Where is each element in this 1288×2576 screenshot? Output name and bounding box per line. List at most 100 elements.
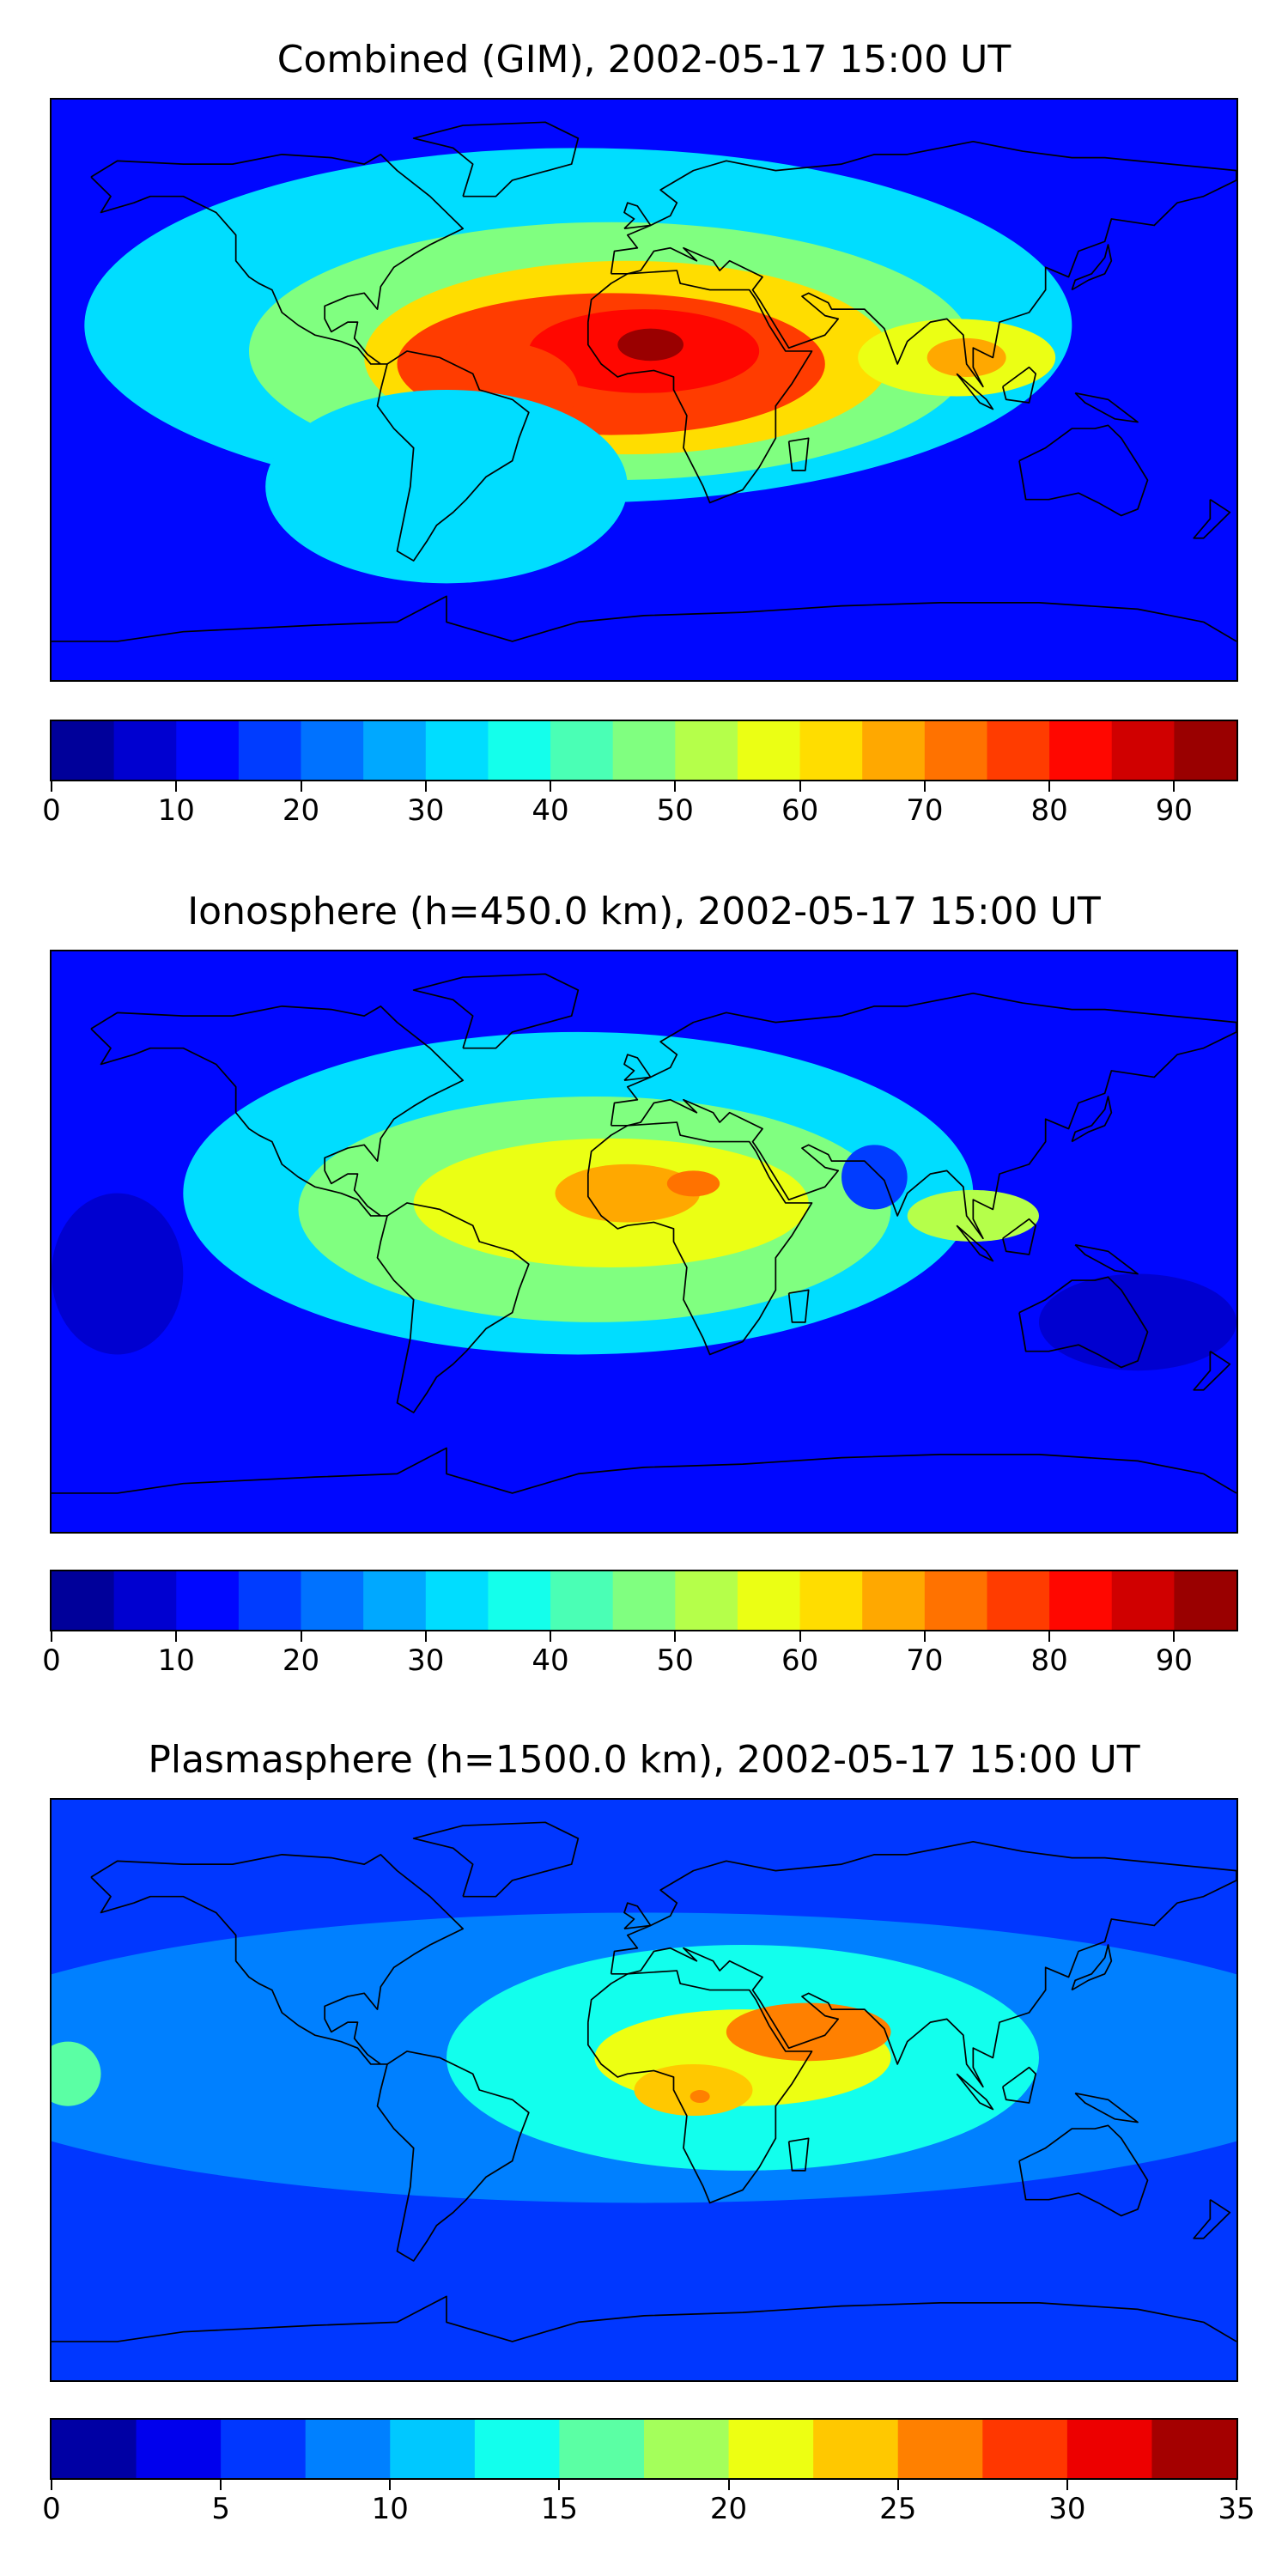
colorbar-tick <box>1173 781 1176 792</box>
colorbar-bin-1 <box>52 721 115 780</box>
colorbar-tick-label: 30 <box>407 1643 445 1678</box>
colorbar-bin-16 <box>987 1571 1050 1630</box>
coastline-8 <box>1071 1096 1113 1143</box>
coastline-4 <box>586 270 813 504</box>
colorbar-tick <box>799 781 801 792</box>
colorbar-bin-6 <box>363 721 427 780</box>
contour-region-9 <box>1039 1273 1236 1371</box>
colorbar-tick-label: 0 <box>42 2492 61 2526</box>
colorbar-tick-label: 35 <box>1218 2492 1255 2526</box>
coastline-11 <box>956 1224 994 1262</box>
colorbar-tick-label: 40 <box>532 1643 569 1678</box>
colorbar-tick-label: 10 <box>371 2492 409 2526</box>
colorbar-tick <box>389 2480 392 2490</box>
colorbar-tick-label: 80 <box>1030 793 1068 828</box>
colorbar-tick-label: 70 <box>906 793 944 828</box>
colorbar-bin-13 <box>799 721 863 780</box>
colorbar-tick <box>424 1631 427 1642</box>
colorbar-tick <box>175 781 178 792</box>
colorbar-tick <box>220 2480 222 2490</box>
panel-3-colorbar <box>50 2418 1238 2480</box>
colorbar-bin-2 <box>113 1571 177 1630</box>
colorbar-tick-label: 80 <box>1030 1643 1068 1678</box>
colorbar-tick <box>727 2480 730 2490</box>
panel-3-colorbar-ticks: 0 5 10 15 20 25 30 35 <box>42 2480 1255 2531</box>
coastline-3 <box>376 2050 530 2262</box>
coastline-12 <box>1074 1243 1139 1275</box>
colorbar-tick <box>1236 2480 1237 2490</box>
colorbar-bin-9 <box>550 1571 614 1630</box>
panel-2-title: Ionosphere (h=450.0 km), 2002-05-17 15:0… <box>187 890 1101 933</box>
colorbar-bin-10 <box>612 721 676 780</box>
colorbar-tick-label: 30 <box>407 793 445 828</box>
colorbar-bin-4 <box>238 721 302 780</box>
colorbar-bin-11 <box>675 1571 738 1630</box>
colorbar-bin-3 <box>221 2420 307 2478</box>
coastline-13 <box>1193 2198 1231 2239</box>
colorbar-bin-7 <box>559 2420 645 2478</box>
panel-2-colorbar <box>50 1570 1238 1631</box>
panel-1-colorbar-ticks: 0 10 20 30 40 50 60 70 80 90 <box>42 781 1238 833</box>
coastline-11 <box>956 373 994 410</box>
colorbar-bin-15 <box>924 1571 988 1630</box>
colorbar-bin-15 <box>924 721 988 780</box>
contour-region-10 <box>265 390 628 584</box>
coastline-6 <box>610 992 1236 1240</box>
coastline-6 <box>610 1840 1236 2088</box>
coastline-3 <box>376 350 530 562</box>
coastline-9 <box>1018 1276 1149 1369</box>
colorbar-tick <box>550 1631 552 1642</box>
colorbar-bin-5 <box>390 2420 476 2478</box>
coastline-9 <box>1018 2124 1149 2217</box>
colorbar-bin-18 <box>1111 1571 1175 1630</box>
colorbar-bin-19 <box>1174 1571 1236 1630</box>
coastline-14 <box>52 1447 1236 1494</box>
panel-1-colorbar <box>50 720 1238 781</box>
colorbar-bin-17 <box>1049 721 1113 780</box>
colorbar-bin-18 <box>1111 721 1175 780</box>
panel-3-title: Plasmasphere (h=1500.0 km), 2002-05-17 1… <box>148 1738 1140 1782</box>
colorbar-tick <box>558 2480 561 2490</box>
colorbar-bin-2 <box>113 721 177 780</box>
colorbar-bin-1 <box>52 1571 115 1630</box>
colorbar-tick <box>51 2480 52 2490</box>
coastline-4 <box>586 1970 813 2204</box>
colorbar-tick <box>1048 781 1051 792</box>
colorbar-tick <box>51 1631 52 1642</box>
colorbar-bin-4 <box>305 2420 391 2478</box>
contour-region-5 <box>666 1170 720 1197</box>
colorbar-tick-label: 10 <box>157 793 195 828</box>
contour-region-4 <box>634 2063 753 2117</box>
colorbar-tick <box>51 781 52 792</box>
panel-1-map <box>50 98 1238 682</box>
coastline-13 <box>1193 1350 1231 1391</box>
colorbar-tick-label: 60 <box>781 1643 819 1678</box>
coastline-5 <box>787 437 810 471</box>
coastline-8 <box>1071 1944 1113 1991</box>
colorbar-tick-label: 90 <box>1155 793 1193 828</box>
coastline-7 <box>623 202 652 230</box>
colorbar-tick-label: 70 <box>906 1643 944 1678</box>
colorbar-tick-label: 60 <box>781 793 819 828</box>
colorbar-bin-3 <box>176 1571 240 1630</box>
colorbar-bin-13 <box>1066 2420 1153 2478</box>
colorbar-bin-9 <box>728 2420 814 2478</box>
colorbar-bin-7 <box>425 721 489 780</box>
coastline-12 <box>1074 392 1139 423</box>
coastline-10 <box>1001 366 1037 404</box>
colorbar-tick <box>300 1631 302 1642</box>
coastline-1 <box>90 1853 465 2065</box>
colorbar-tick <box>896 2480 899 2490</box>
coastline-10 <box>1001 2066 1037 2104</box>
coastline-5 <box>787 1289 810 1323</box>
colorbar-tick-label: 10 <box>157 1643 195 1678</box>
colorbar-bin-8 <box>488 1571 551 1630</box>
colorbar-bin-5 <box>301 1571 364 1630</box>
colorbar-bin-14 <box>862 1571 926 1630</box>
contour-region-6 <box>726 2002 891 2062</box>
colorbar-bin-16 <box>987 721 1050 780</box>
colorbar-tick-label: 20 <box>282 1643 320 1678</box>
coastline-2 <box>412 121 580 197</box>
contour-region-5 <box>690 2090 710 2104</box>
colorbar-tick-label: 15 <box>540 2492 579 2526</box>
